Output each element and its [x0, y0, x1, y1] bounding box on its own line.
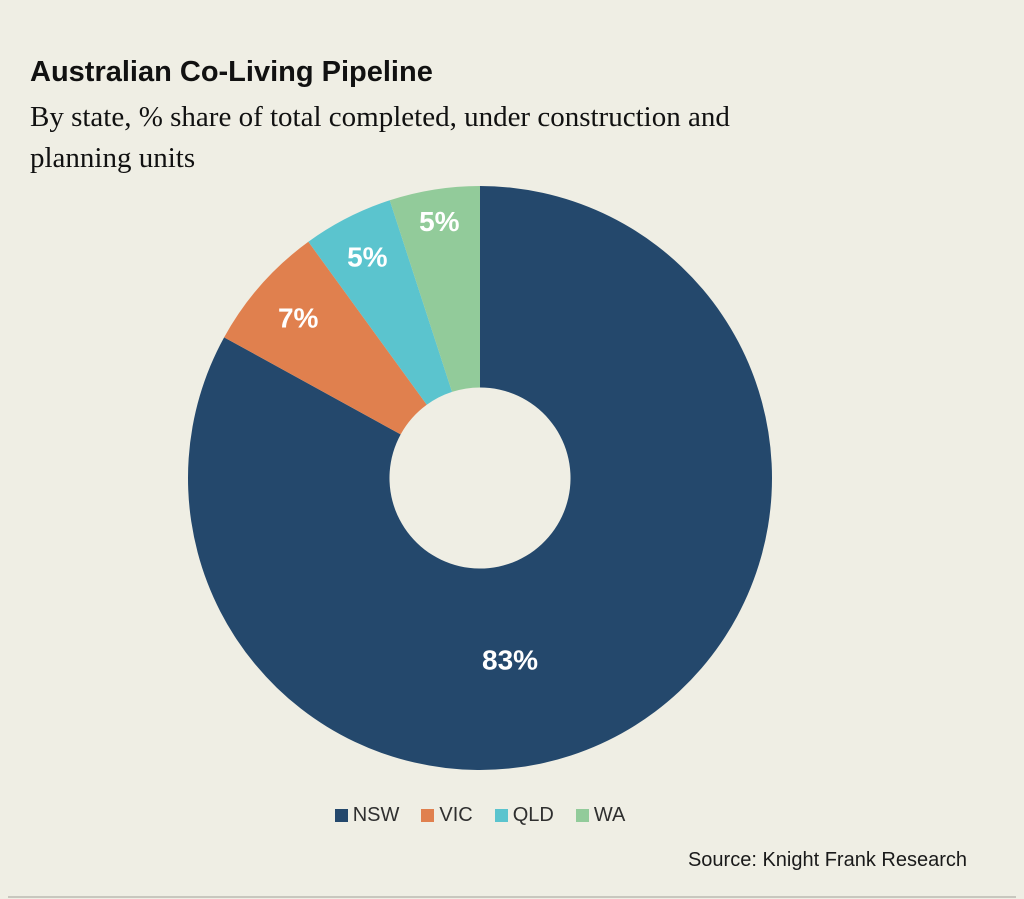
legend-swatch-wa — [575, 809, 589, 822]
source-credit: Source: Knight Frank Research — [687, 849, 967, 871]
chart-subtitle: By state, % share of total completed, un… — [30, 101, 730, 174]
legend-swatch-qld — [494, 809, 508, 822]
pie-slice-wa — [389, 186, 480, 392]
legend-label-wa: WA — [593, 804, 626, 826]
slice-label-nsw: 83% — [482, 644, 538, 675]
legend-item-qld: QLD — [494, 804, 554, 827]
legend-swatch-nsw — [334, 809, 348, 822]
slice-label-vic: 7% — [278, 303, 319, 334]
legend-item-wa: WA — [575, 804, 626, 827]
legend: NSW VIC QLD WA — [180, 804, 780, 827]
slice-label-wa: 5% — [419, 206, 460, 237]
chart-title: Australian Co-Living Pipeline — [30, 56, 433, 88]
pie-slice-nsw — [188, 186, 773, 770]
donut-chart: 83% 7% 5% 5% — [188, 186, 773, 770]
pie-slice-vic — [224, 241, 427, 435]
legend-label-qld: QLD — [512, 804, 554, 826]
slice-label-qld: 5% — [347, 242, 388, 273]
legend-label-vic: VIC — [439, 804, 473, 826]
legend-swatch-vic — [421, 809, 435, 822]
legend-label-nsw: NSW — [352, 804, 400, 826]
pie-slice-qld — [308, 200, 453, 405]
legend-item-nsw: NSW — [334, 804, 400, 827]
bottom-divider — [8, 896, 1016, 898]
legend-item-vic: VIC — [421, 804, 473, 827]
